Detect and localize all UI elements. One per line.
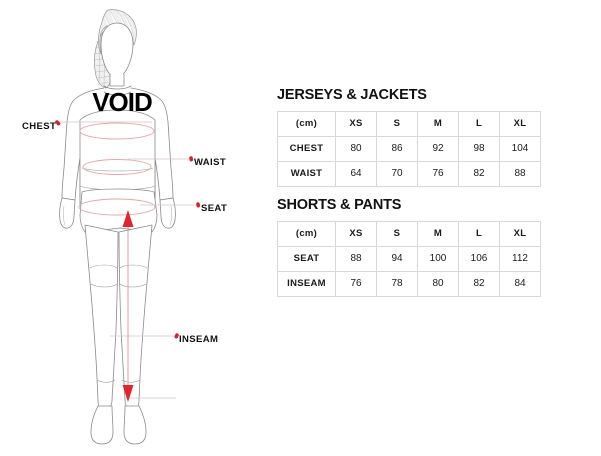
cell-inseam-xl: 84 [499, 270, 541, 297]
table-header-row: (cm) XS S M L XL [277, 110, 541, 137]
size-tables-panel: JERSEYS & JACKETS (cm) XS S M L XL CHEST [277, 0, 601, 456]
cell-seat-l: 106 [458, 245, 500, 272]
cell-chest-xl: 104 [499, 135, 541, 162]
cell-chest-xs: 80 [335, 135, 377, 162]
cell-chest-s: 86 [376, 135, 418, 162]
unit-header: (cm) [277, 110, 336, 137]
jerseys-jackets-table: (cm) XS S M L XL CHEST 80 86 92 98 104 [277, 110, 541, 187]
measurement-figure-panel: VOID CHEST• •WAIST •SEAT •INSEAM [0, 0, 265, 456]
left-leg [84, 224, 119, 411]
row-label-chest: CHEST [277, 135, 336, 162]
leader-lines [56, 121, 197, 399]
cell-waist-l: 82 [458, 160, 500, 187]
cell-seat-xl: 112 [499, 245, 541, 272]
table-header-row: (cm) XS S M L XL [277, 220, 541, 247]
cell-inseam-m: 80 [417, 270, 459, 297]
female-body-figure-illustration [55, 9, 200, 445]
shorts-pants-table: (cm) XS S M L XL SEAT 88 94 100 106 112 [277, 220, 541, 297]
cell-seat-s: 94 [376, 245, 418, 272]
cell-waist-s: 70 [376, 160, 418, 187]
cell-chest-m: 92 [417, 135, 459, 162]
unit-header: (cm) [277, 220, 336, 247]
seat-measure-label: •SEAT [196, 198, 228, 214]
cell-seat-xs: 88 [335, 245, 377, 272]
table-row: WAIST 64 70 76 82 88 [277, 160, 541, 187]
chest-measure-ellipse [79, 122, 155, 140]
left-hand [59, 197, 76, 229]
table-row: CHEST 80 86 92 98 104 [277, 135, 541, 162]
size-header-s: S [376, 110, 418, 137]
right-hand [159, 197, 176, 229]
cell-inseam-s: 78 [376, 270, 418, 297]
cell-inseam-xs: 76 [335, 270, 377, 297]
row-label-waist: WAIST [277, 160, 336, 187]
size-header-xl: XL [499, 110, 541, 137]
size-header-xl: XL [499, 220, 541, 247]
left-foot [90, 405, 114, 445]
table-row: SEAT 88 94 100 106 112 [277, 245, 541, 272]
cell-waist-m: 76 [417, 160, 459, 187]
cell-seat-m: 100 [417, 245, 459, 272]
measurement-point-markers [55, 120, 200, 337]
size-header-m: M [417, 220, 459, 247]
size-header-l: L [458, 110, 500, 137]
cell-chest-l: 98 [458, 135, 500, 162]
jerseys-jackets-heading: JERSEYS & JACKETS [277, 87, 427, 103]
seat-marker-dot: • [196, 198, 201, 213]
right-foot [123, 405, 147, 445]
chest-marker-dot: • [56, 116, 62, 131]
cell-waist-xs: 64 [335, 160, 377, 187]
shorts-pants-block: SHORTS & PANTS (cm) XS S M L XL SEAT [277, 197, 541, 297]
cell-waist-xl: 88 [499, 160, 541, 187]
size-header-xs: XS [335, 220, 377, 247]
jerseys-jackets-block: JERSEYS & JACKETS (cm) XS S M L XL CHEST [277, 87, 541, 187]
size-header-l: L [458, 220, 500, 247]
right-leg [118, 224, 153, 411]
size-header-m: M [417, 110, 459, 137]
size-header-s: S [376, 220, 418, 247]
measurement-ellipses [78, 122, 156, 216]
chest-measure-label: CHEST• [22, 116, 62, 132]
void-brand-wordmark: VOID [92, 87, 153, 117]
waist-marker-dot: • [189, 152, 194, 167]
inseam-arrow [122, 210, 134, 402]
inseam-marker-dot: • [174, 329, 179, 344]
waist-measure-ellipse [82, 159, 152, 175]
waist-measure-label: •WAIST [189, 152, 227, 168]
table-row: INSEAM 76 78 80 82 84 [277, 270, 541, 297]
shorts-pants-heading: SHORTS & PANTS [277, 197, 402, 213]
inseam-measure-label: •INSEAM [174, 329, 219, 345]
seat-measure-ellipse [78, 198, 156, 216]
cell-inseam-l: 82 [458, 270, 500, 297]
row-label-inseam: INSEAM [277, 270, 336, 297]
size-header-xs: XS [335, 110, 377, 137]
row-label-seat: SEAT [277, 245, 336, 272]
